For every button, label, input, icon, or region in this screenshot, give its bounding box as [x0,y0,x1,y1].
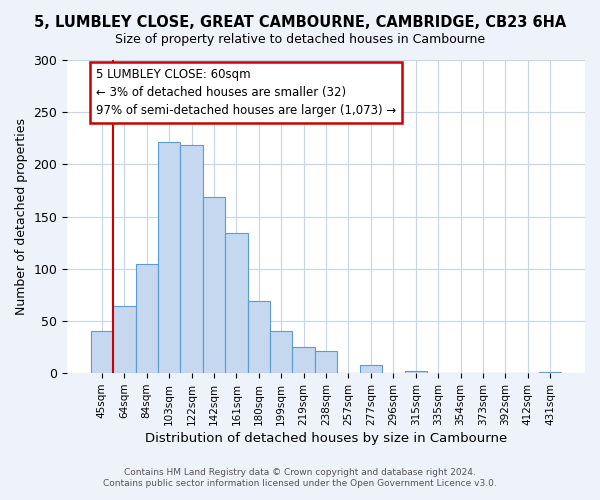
Text: 5, LUMBLEY CLOSE, GREAT CAMBOURNE, CAMBRIDGE, CB23 6HA: 5, LUMBLEY CLOSE, GREAT CAMBOURNE, CAMBR… [34,15,566,30]
Bar [360,365,382,373]
Text: Contains HM Land Registry data © Crown copyright and database right 2024.
Contai: Contains HM Land Registry data © Crown c… [103,468,497,487]
Bar [248,301,270,373]
Bar [270,332,292,373]
Bar [292,347,315,373]
Bar [539,372,562,373]
Bar [136,264,158,373]
Bar [225,234,248,373]
Bar [203,197,225,373]
Bar [315,352,337,373]
Y-axis label: Number of detached properties: Number of detached properties [15,118,28,315]
Bar [113,306,136,373]
Bar [158,142,181,373]
Text: Size of property relative to detached houses in Cambourne: Size of property relative to detached ho… [115,32,485,46]
Bar [404,371,427,373]
Text: 5 LUMBLEY CLOSE: 60sqm
← 3% of detached houses are smaller (32)
97% of semi-deta: 5 LUMBLEY CLOSE: 60sqm ← 3% of detached … [95,68,396,117]
Bar [91,332,113,373]
Bar [181,144,203,373]
X-axis label: Distribution of detached houses by size in Cambourne: Distribution of detached houses by size … [145,432,507,445]
